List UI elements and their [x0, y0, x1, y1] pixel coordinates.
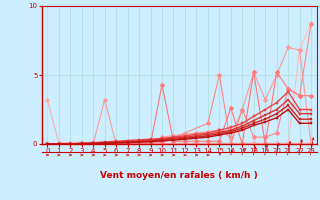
- X-axis label: Vent moyen/en rafales ( km/h ): Vent moyen/en rafales ( km/h ): [100, 171, 258, 180]
